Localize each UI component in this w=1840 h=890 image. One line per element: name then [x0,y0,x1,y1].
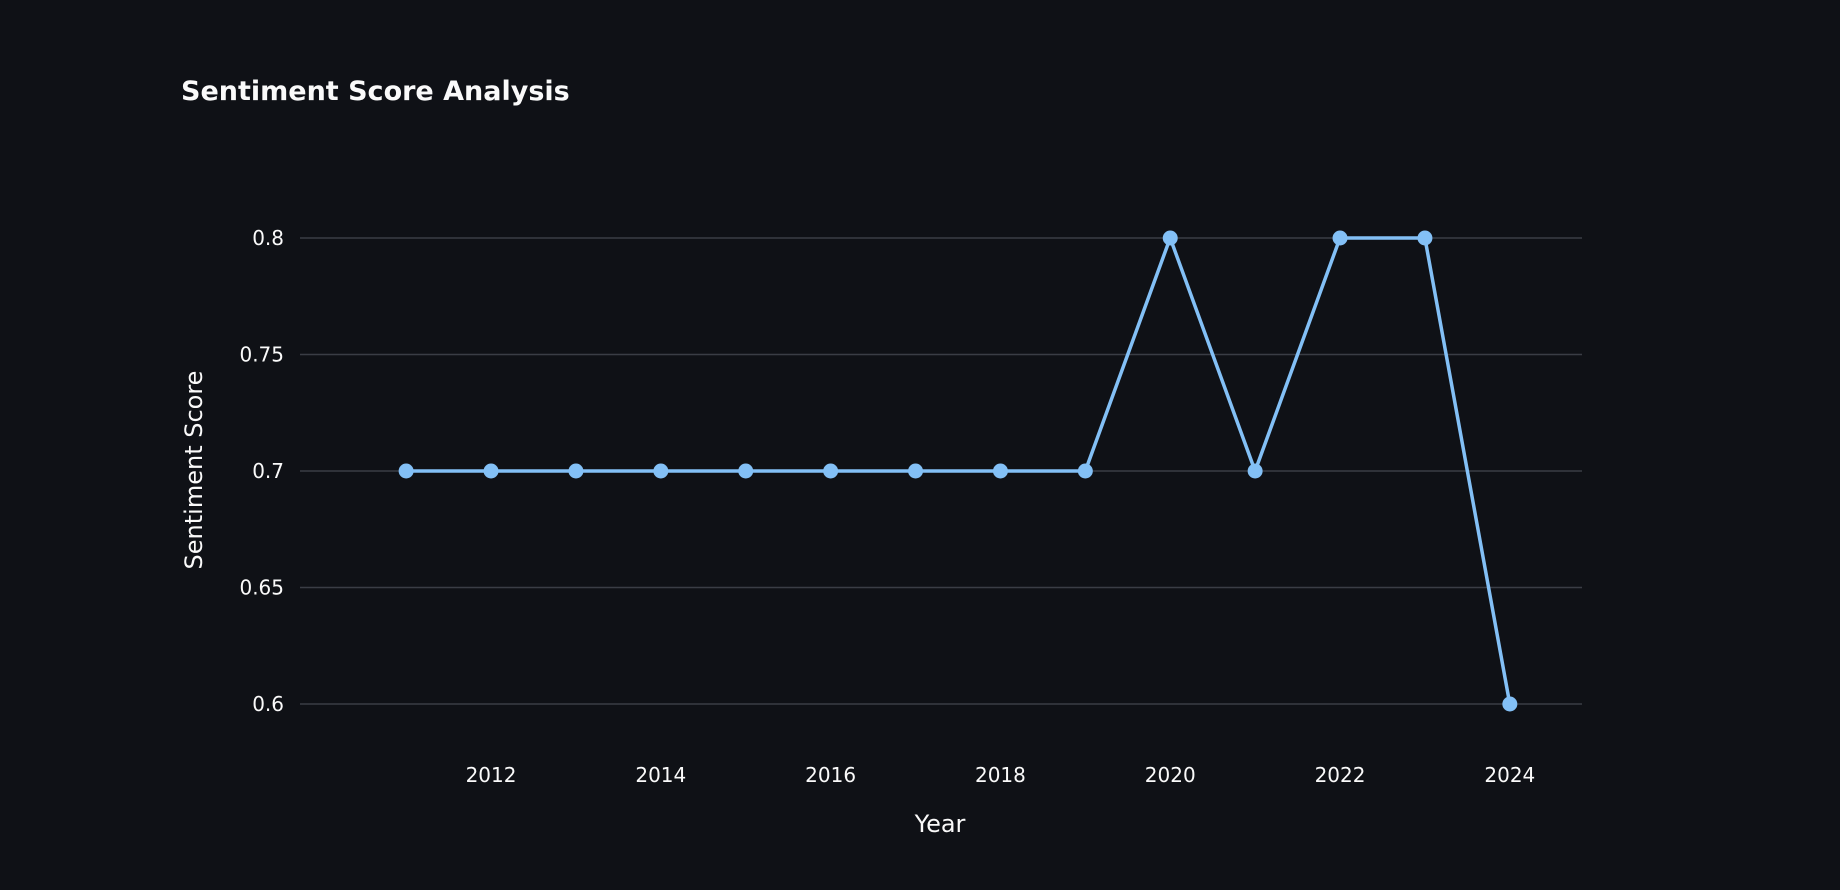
data-point [568,463,584,479]
data-point [1247,463,1263,479]
data-point [483,463,499,479]
data-point [1162,230,1178,246]
chart-title: Sentiment Score Analysis [181,76,570,107]
y-tick-label: 0.8 [252,226,284,250]
y-tick-label: 0.6 [252,692,284,716]
y-axis-title: Sentiment Score [180,371,208,570]
data-point [738,463,754,479]
series [398,230,1518,712]
x-tick-label: 2024 [1484,763,1535,787]
x-tick-label: 2016 [805,763,856,787]
series-line [406,236,1512,705]
x-tick-label: 2012 [466,763,517,787]
x-tick-label: 2022 [1315,763,1366,787]
data-point [908,463,924,479]
x-tick-label: 2018 [975,763,1026,787]
data-point [823,463,839,479]
x-axis-title: Year [914,810,966,838]
x-tick-label: 2020 [1145,763,1196,787]
x-tick-label: 2014 [635,763,686,787]
data-point [1502,696,1518,712]
data-point [992,463,1008,479]
y-axis-ticks: 0.6 0.65 0.7 0.75 0.8 [239,226,284,716]
data-point [398,463,414,479]
data-point [1417,230,1433,246]
y-tick-label: 0.75 [239,343,284,367]
data-point [1332,230,1348,246]
y-tick-label: 0.65 [239,576,284,600]
x-axis-ticks: 2012 2014 2016 2018 2020 2022 2024 [466,763,1536,787]
data-point [1077,463,1093,479]
data-point [653,463,669,479]
y-tick-label: 0.7 [252,459,284,483]
